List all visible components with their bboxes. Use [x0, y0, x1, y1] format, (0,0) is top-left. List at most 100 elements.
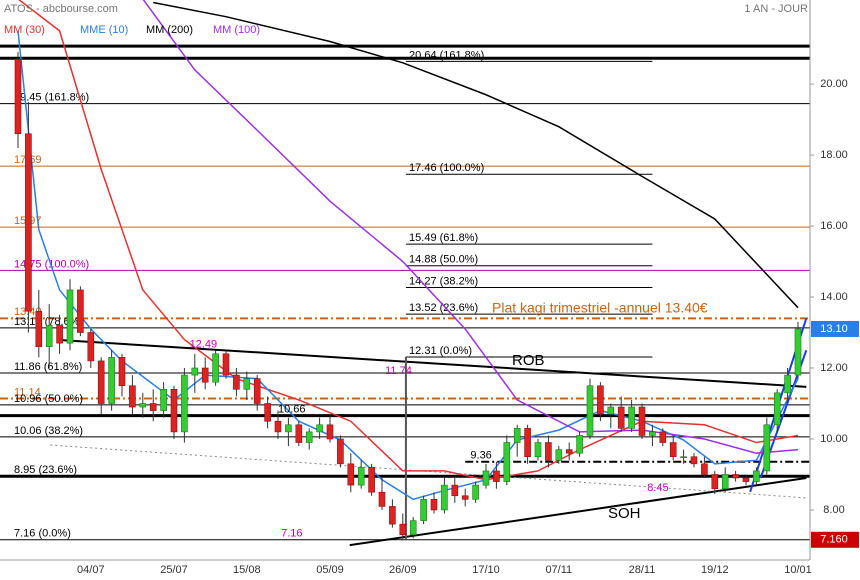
price-tag-label: 7.160 — [820, 534, 848, 546]
candle-body — [191, 367, 199, 376]
candle-body — [35, 310, 43, 348]
candle-body — [212, 353, 219, 383]
legend-entry: MM (200) — [146, 24, 193, 36]
annotation: SOH — [608, 505, 641, 522]
candle-body — [378, 491, 386, 507]
x-tick-label: 07/11 — [545, 564, 572, 576]
candle-body — [482, 470, 490, 486]
candle-body — [732, 474, 739, 479]
level-label: 10.06 (38.2%) — [14, 425, 83, 437]
ma-line — [142, 0, 799, 454]
level-label: 15.49 (61.8%) — [409, 232, 478, 244]
candle-body — [201, 367, 209, 383]
candle-body — [472, 484, 479, 500]
candle-body — [524, 428, 531, 458]
price-annotation: 11.74 — [385, 365, 412, 377]
candle-body — [545, 442, 552, 461]
candle-body — [420, 499, 427, 521]
candle-body — [368, 467, 375, 493]
candle-body — [233, 374, 240, 390]
candle-body — [617, 406, 625, 429]
level-label: 13.40 — [14, 306, 42, 318]
x-tick-label: 15/08 — [233, 564, 261, 576]
x-tick-label: 17/10 — [472, 564, 500, 576]
level-label: 19.45 (161.8%) — [14, 92, 89, 104]
ma-line — [153, 1, 799, 309]
candle-body — [513, 428, 521, 443]
candle-body — [794, 328, 802, 376]
annotation: Plat kagi trimestriel -annuel 13.40€ — [492, 300, 708, 316]
candle-body — [701, 463, 708, 475]
price-annotation: 12.49 — [190, 339, 218, 351]
candle-body — [493, 470, 500, 482]
candle-body — [118, 357, 126, 387]
candle-body — [274, 420, 282, 433]
candle-body — [45, 325, 53, 348]
annotation: ROB — [512, 352, 545, 369]
price-annotation: 9.36 — [470, 450, 491, 462]
candle-body — [555, 449, 563, 461]
candle-body — [659, 431, 667, 443]
candle-body — [14, 58, 22, 135]
candle-body — [430, 499, 438, 511]
level-label: 8.95 (23.6%) — [14, 464, 77, 476]
chart-title: ATOS - abcbourse.com — [4, 3, 118, 15]
level-label: 7.16 (0.0%) — [14, 528, 71, 540]
candle-body — [680, 456, 687, 459]
candle-body — [56, 325, 63, 344]
price-tag — [811, 320, 859, 337]
candle-body — [285, 424, 292, 433]
candle-body — [503, 442, 511, 482]
candle-body — [181, 374, 188, 433]
level-label: 13.52 (23.6%) — [409, 302, 478, 314]
candle-body — [742, 477, 750, 482]
candle-body — [326, 424, 334, 440]
candle-body — [711, 474, 719, 489]
candle-body — [451, 484, 459, 497]
candle-body — [753, 470, 760, 482]
candle-body — [389, 506, 396, 525]
candle-body — [441, 484, 448, 511]
price-tag-label: 13.10 — [820, 323, 848, 335]
candle-body — [628, 406, 635, 429]
x-tick-label: 28/11 — [629, 564, 656, 576]
trendline — [59, 338, 807, 388]
level-label: 10.96 (50.0%) — [14, 393, 83, 405]
candle-body — [409, 520, 417, 536]
candle-body — [565, 449, 573, 454]
level-label: 14.88 (50.0%) — [409, 254, 478, 266]
candle-body — [763, 424, 771, 472]
candle-body — [77, 289, 84, 333]
price-annotation: 7.16 — [281, 528, 302, 540]
candle-body — [690, 456, 698, 465]
candle-body — [784, 374, 791, 394]
candle-body — [66, 289, 74, 344]
candle-body — [25, 133, 32, 312]
level-label: 12.31 (0.0%) — [409, 345, 472, 357]
candle-body — [170, 389, 178, 433]
candle-body — [305, 431, 313, 443]
candle-body — [773, 392, 781, 426]
candle-body — [399, 523, 407, 536]
x-tick-label: 10/01 — [784, 564, 812, 576]
candle-body — [357, 467, 365, 486]
y-tick-label: 20.00 — [820, 78, 848, 90]
ma-line — [18, 0, 799, 481]
candle-body — [264, 403, 271, 422]
candle-body — [139, 403, 147, 408]
trendline — [349, 477, 807, 547]
candle-body — [721, 474, 729, 489]
candle-body — [87, 332, 95, 362]
level-label: 13.13 (78.6%) — [14, 316, 83, 328]
x-tick-label: 26/09 — [389, 564, 417, 576]
y-tick-label: 16.00 — [820, 220, 848, 232]
plot-area: 19.45 (161.8%)17.6915.9714.75 (100.0%)13… — [0, 0, 810, 547]
y-tick-label: 10.00 — [820, 433, 848, 445]
y-tick-label: 8.00 — [823, 504, 844, 516]
x-tick-label: 19/12 — [701, 564, 729, 576]
x-tick-label: 25/07 — [160, 564, 188, 576]
level-label: 11.86 (61.8%) — [14, 361, 82, 373]
candle-body — [669, 442, 677, 458]
candle-body — [129, 385, 136, 408]
